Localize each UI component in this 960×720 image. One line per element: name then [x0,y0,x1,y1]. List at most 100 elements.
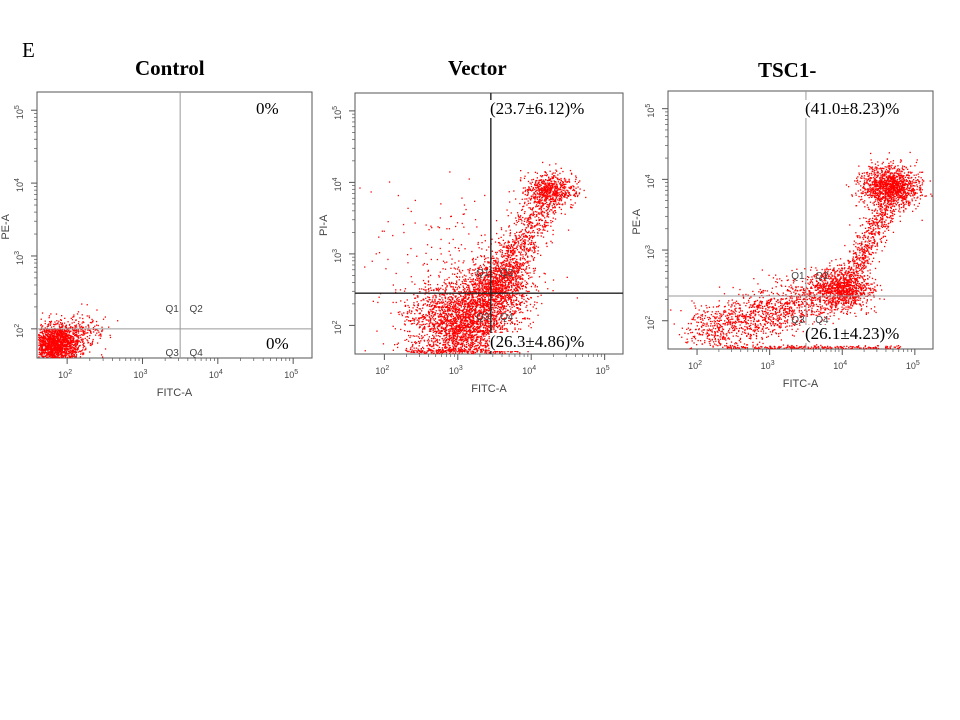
data-point [56,347,58,349]
data-point [60,348,62,350]
data-point [51,343,54,345]
data-point [61,326,64,328]
data-point [77,351,79,353]
data-point [53,353,56,355]
data-point [52,356,54,359]
data-point [60,352,62,354]
data-point [104,348,107,350]
data-point [63,345,65,347]
data-point [72,339,74,341]
data-point [43,356,45,358]
data-point [49,343,51,346]
data-point [519,308,521,311]
data-point [66,352,68,354]
data-point [85,326,87,328]
data-point [40,340,42,342]
data-point [60,326,62,328]
data-point [71,335,73,338]
data-point [81,327,83,329]
data-point [55,342,57,344]
data-point [63,331,65,333]
data-point [427,310,430,312]
data-point [69,327,71,329]
data-point [39,335,41,337]
data-point [80,330,82,332]
data-point [47,354,49,356]
data-point [59,353,61,355]
data-point [75,355,77,357]
data-point [432,338,434,340]
data-point [463,329,465,331]
data-point [56,346,59,349]
data-point [86,315,88,317]
panel-letter: E [22,38,35,62]
data-point [43,329,45,331]
data-point [50,338,53,340]
data-point [53,325,55,328]
data-point [41,331,43,334]
data-point [69,331,71,333]
data-point [75,356,77,358]
data-point [46,356,48,358]
data-point [72,331,74,333]
data-point [475,285,478,287]
data-point [43,339,45,342]
data-point [95,334,97,336]
data-point [51,332,54,335]
data-point [80,329,82,331]
data-point [73,355,75,357]
data-point [49,338,52,340]
data-point [417,303,420,305]
data-point [458,299,460,301]
data-point [70,339,72,341]
data-point [441,297,443,299]
data-point [53,331,55,333]
data-point [53,341,55,343]
data-point [49,324,51,326]
data-point [38,342,40,344]
data-point [58,344,60,346]
data-point [75,335,77,337]
data-point [464,318,466,320]
data-point [456,328,458,330]
data-point [59,340,61,343]
data-point [458,343,460,345]
data-point [43,338,45,340]
data-point [59,347,61,349]
data-point [50,343,52,345]
data-point [62,338,65,341]
data-point [44,343,46,345]
data-point [42,344,44,347]
data-point [84,333,86,335]
data-point [52,350,54,352]
data-point [48,339,50,341]
data-point [471,345,474,348]
data-point [54,344,56,347]
data-point [49,321,52,324]
data-point [46,333,48,335]
data-point [51,346,53,348]
data-point [65,336,67,338]
data-point [93,331,95,333]
data-point [48,354,50,356]
data-point [53,335,55,337]
data-point [51,350,53,352]
data-point [464,305,467,308]
data-point [43,335,45,337]
data-point [51,329,53,331]
data-point [511,312,513,315]
data-point [91,322,93,324]
quadrant-label-q3: Q3 [165,348,179,359]
data-point [45,341,47,343]
data-point [92,320,94,322]
data-point [47,325,49,327]
data-point [61,315,63,317]
data-point [77,339,79,341]
data-point [74,342,76,344]
data-point [40,339,42,341]
data-point [44,341,46,343]
data-point [96,324,98,326]
data-point [88,315,90,317]
data-point [38,352,41,354]
data-point [88,326,90,328]
